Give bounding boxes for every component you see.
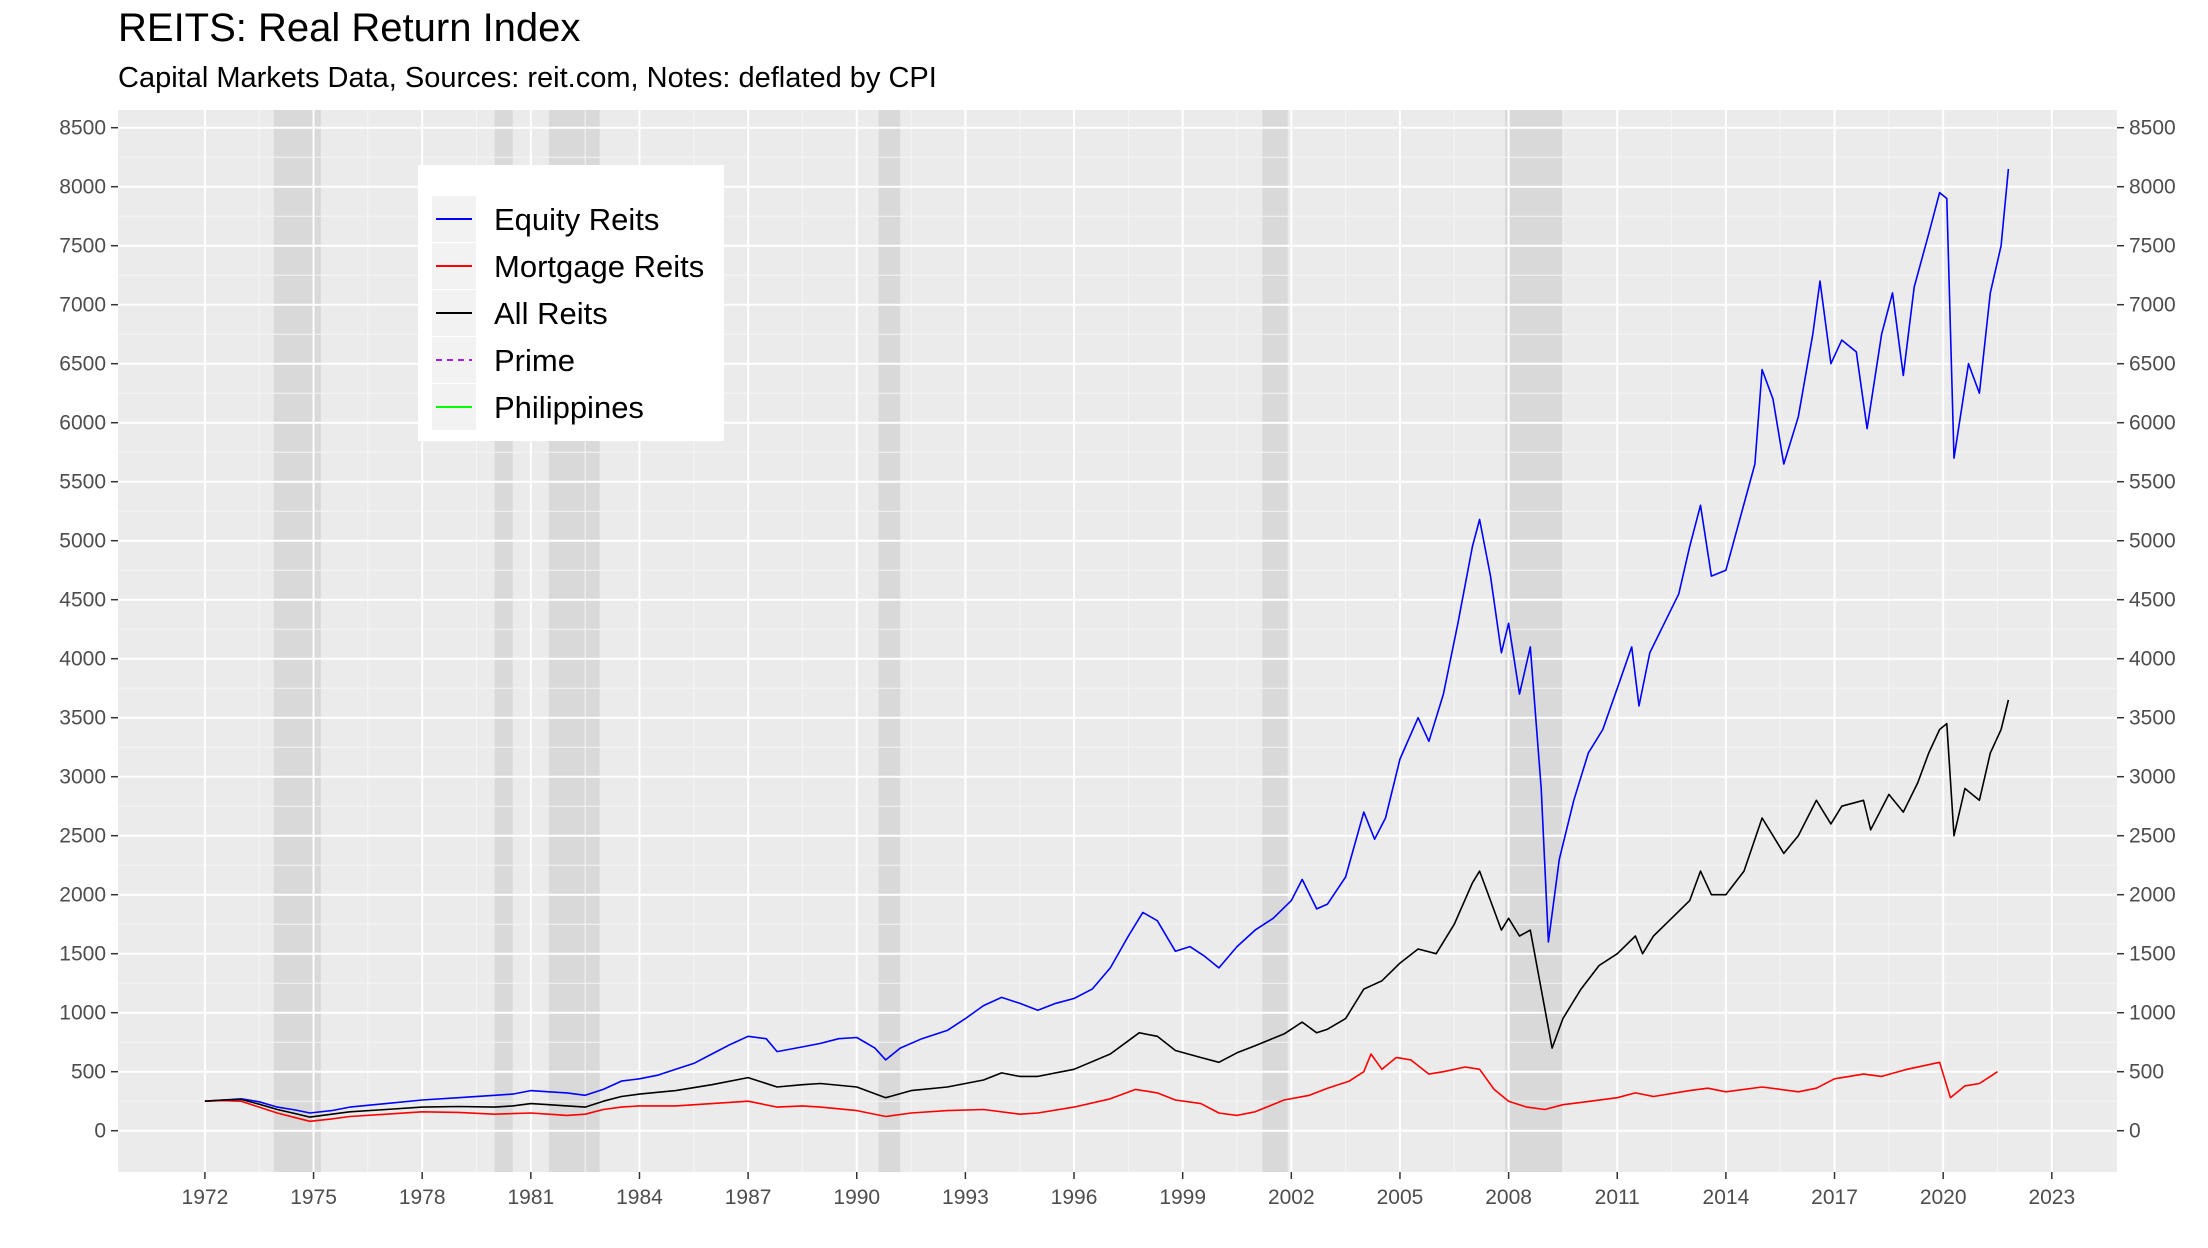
y-tick-label-left: 6000 (59, 412, 106, 435)
y-tick-label-right: 4500 (2129, 589, 2176, 612)
recession-band (1504, 110, 1563, 1172)
y-tick-label-right: 3000 (2129, 766, 2176, 789)
x-tick-label: 1978 (399, 1186, 446, 1209)
x-tick-label: 2002 (1268, 1186, 1315, 1209)
series-line-equity-reits (204, 168, 2010, 1114)
y-tick-label-right: 1500 (2129, 943, 2176, 966)
y-tick-label-left: 6500 (59, 353, 106, 376)
y-tick-label-left: 5000 (59, 530, 106, 553)
x-tick-label: 2008 (1485, 1186, 1532, 1209)
axes: 1972 1975 1978 1981 1984 1987 1990 1993 1996 1999… (59, 117, 2175, 1209)
x-tick-label: 1981 (507, 1186, 554, 1209)
y-tick-label-left: 3000 (59, 766, 106, 789)
x-tick-label: 2023 (2028, 1186, 2075, 1209)
y-tick-label-right: 7500 (2129, 235, 2176, 258)
y-tick-label-right: 1000 (2129, 1002, 2176, 1025)
y-tick-label-left: 8000 (59, 176, 106, 199)
chart-title: REITS: Real Return Index (118, 6, 581, 50)
y-tick-label-left: 8500 (59, 117, 106, 140)
x-tick-label: 1975 (290, 1186, 337, 1209)
x-tick-label: 2005 (1377, 1186, 1424, 1209)
y-tick-label-right: 3500 (2129, 707, 2176, 730)
y-tick-label-left: 2000 (59, 884, 106, 907)
major-grid (118, 110, 2117, 1172)
legend-label: Mortgage Reits (494, 249, 704, 284)
y-tick-label-right: 8500 (2129, 117, 2176, 140)
y-tick-label-right: 6000 (2129, 412, 2176, 435)
y-tick-label-right: 6500 (2129, 353, 2176, 376)
y-tick-label-left: 7000 (59, 294, 106, 317)
legend-label: Philippines (494, 390, 644, 425)
y-tick-label-right: 2000 (2129, 884, 2176, 907)
x-tick-label: 2017 (1811, 1186, 1858, 1209)
y-tick-label-left: 4500 (59, 589, 106, 612)
y-tick-label-left: 500 (71, 1061, 106, 1084)
x-tick-label: 2020 (1920, 1186, 1967, 1209)
legend-label: Prime (494, 343, 575, 378)
legend-label: Equity Reits (494, 202, 659, 237)
y-tick-label-right: 500 (2129, 1061, 2164, 1084)
x-tick-label: 1972 (182, 1186, 229, 1209)
x-tick-label: 1996 (1051, 1186, 1098, 1209)
x-tick-label: 1999 (1159, 1186, 1206, 1209)
recession-band (1262, 110, 1288, 1172)
y-tick-label-left: 4000 (59, 648, 106, 671)
series-lines (204, 168, 2010, 1123)
y-tick-label-left: 1000 (59, 1002, 106, 1025)
y-tick-label-right: 2500 (2129, 825, 2176, 848)
x-tick-label: 2014 (1703, 1186, 1750, 1209)
y-tick-label-left: 1500 (59, 943, 106, 966)
y-tick-label-right: 5000 (2129, 530, 2176, 553)
y-tick-label-left: 2500 (59, 825, 106, 848)
chart-subtitle: Capital Markets Data, Sources: reit.com,… (118, 62, 937, 94)
legend: Equity Reits Mortgage Reits All Reits Prime… (418, 165, 724, 441)
y-tick-label-left: 7500 (59, 235, 106, 258)
y-tick-label-left: 0 (94, 1120, 106, 1143)
x-tick-label: 1984 (616, 1186, 663, 1209)
minor-grid (118, 110, 2117, 1172)
x-tick-label: 1993 (942, 1186, 989, 1209)
x-tick-label: 1987 (725, 1186, 772, 1209)
y-tick-label-right: 0 (2129, 1120, 2141, 1143)
recession-band (878, 110, 901, 1172)
series-line-all-reits (204, 699, 2010, 1118)
x-tick-label: 1990 (833, 1186, 880, 1209)
series-line-mortgage-reits (204, 1053, 1998, 1123)
y-tick-label-left: 5500 (59, 471, 106, 494)
y-tick-label-right: 4000 (2129, 648, 2176, 671)
y-tick-label-left: 3500 (59, 707, 106, 730)
y-tick-label-right: 5500 (2129, 471, 2176, 494)
y-tick-label-right: 7000 (2129, 294, 2176, 317)
y-tick-label-right: 8000 (2129, 176, 2176, 199)
x-tick-label: 2011 (1595, 1186, 1640, 1209)
legend-label: All Reits (494, 296, 608, 331)
